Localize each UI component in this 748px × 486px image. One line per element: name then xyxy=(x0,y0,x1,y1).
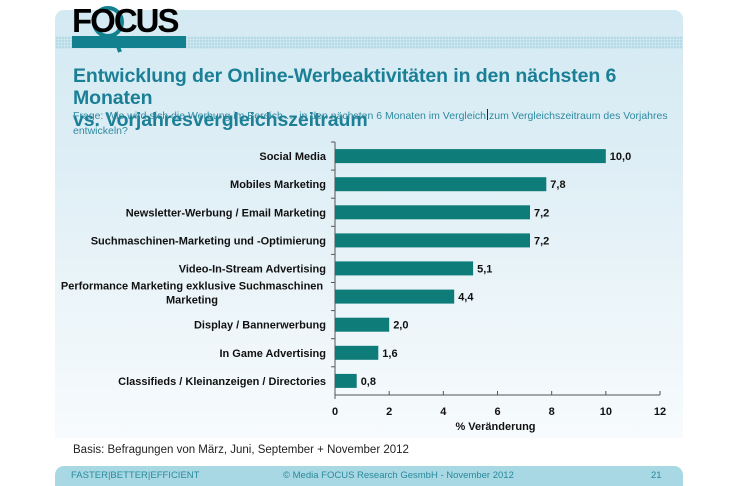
value-labels-group: 10,0 7,8 7,2 7,2 5,1 4,4 2,0 1,6 0,8 xyxy=(361,151,632,388)
footer-slogan: FASTER|BETTER|EFFICIENT xyxy=(71,470,200,481)
magnifier-logo-icon xyxy=(92,6,124,38)
axes-group: 0 2 4 6 8 10 12 xyxy=(331,141,666,418)
basis-note: Basis: Befragungen von März, Juni, Septe… xyxy=(73,444,409,456)
category-label: Video-In-Stream Advertising xyxy=(179,263,326,275)
bar xyxy=(335,317,390,332)
logo-underline-bar xyxy=(72,36,186,48)
value-label: 7,2 xyxy=(534,207,549,219)
value-label: 1,6 xyxy=(382,348,397,360)
bar xyxy=(335,345,379,360)
x-tick-label: 0 xyxy=(332,406,338,418)
bar xyxy=(335,149,606,164)
category-label: Suchmaschinen-Marketing und -Optimierung xyxy=(91,235,326,247)
value-label: 10,0 xyxy=(610,151,631,163)
title-line-2: vs. Vorjahresvergleichszeitraum xyxy=(73,109,368,131)
category-label: In Game Advertising xyxy=(219,348,326,360)
bar xyxy=(335,205,530,220)
value-label: 5,1 xyxy=(477,263,492,275)
page-title: Entwicklung der Online-Werbeaktivitäten … xyxy=(73,65,693,131)
slide-panel xyxy=(55,10,683,438)
value-label: 0,8 xyxy=(361,376,376,388)
x-tick-label: 6 xyxy=(494,406,500,418)
text-cursor xyxy=(487,109,489,120)
value-label: 2,0 xyxy=(393,320,408,332)
value-label: 7,2 xyxy=(534,235,549,247)
value-label: 7,8 xyxy=(550,179,565,191)
category-label: Newsletter-Werbung / Email Marketing xyxy=(126,207,326,219)
page-number: 21 xyxy=(651,470,662,481)
bar xyxy=(335,261,474,276)
bar xyxy=(335,289,455,304)
footer-copyright: © Media FOCUS Research GesmbH - November… xyxy=(283,470,514,481)
bar xyxy=(335,373,357,388)
category-label-line: Marketing xyxy=(166,295,218,307)
category-labels-group: Social Media Mobiles Marketing Newsletter-… xyxy=(61,151,327,388)
category-label-line: Performance Marketing exklusive Suchmasc… xyxy=(61,281,324,293)
title-line-1: Entwicklung der Online-Werbeaktivitäten … xyxy=(73,65,617,109)
logo-text: FOCUS xyxy=(72,2,178,39)
bar xyxy=(335,177,547,192)
magnifier-handle xyxy=(112,34,122,53)
question-part-1: Frage: Wie wird sich die Werbung im Bere… xyxy=(73,110,487,122)
x-tick-label: 12 xyxy=(654,406,666,418)
x-tick-label: 2 xyxy=(386,406,392,418)
bar xyxy=(335,233,530,248)
footer-bar: FASTER|BETTER|EFFICIENT © Media FOCUS Re… xyxy=(55,466,683,486)
x-tick-label: 8 xyxy=(549,406,555,418)
header-stripe xyxy=(55,36,683,49)
x-axis-title: % Veränderung xyxy=(455,421,535,433)
category-label: Mobiles Marketing xyxy=(230,179,326,191)
focus-logo: FOCUS xyxy=(72,2,186,53)
x-tick-label: 10 xyxy=(600,406,612,418)
category-label: Display / Bannerwerbung xyxy=(194,320,326,332)
bars-group xyxy=(335,149,606,388)
category-label: Classifieds / Kleinanzeigen / Directorie… xyxy=(118,376,326,388)
x-tick-label: 4 xyxy=(440,406,447,418)
value-label: 4,4 xyxy=(458,292,474,304)
survey-question: Frage: Wie wird sich die Werbung im Bere… xyxy=(73,109,673,139)
category-label: Performance Marketing exklusive Suchmasc… xyxy=(61,281,324,307)
category-label: Social Media xyxy=(259,151,327,163)
question-part-2: zum Vergleichszeitraum des Vorjahres ent… xyxy=(73,110,668,137)
